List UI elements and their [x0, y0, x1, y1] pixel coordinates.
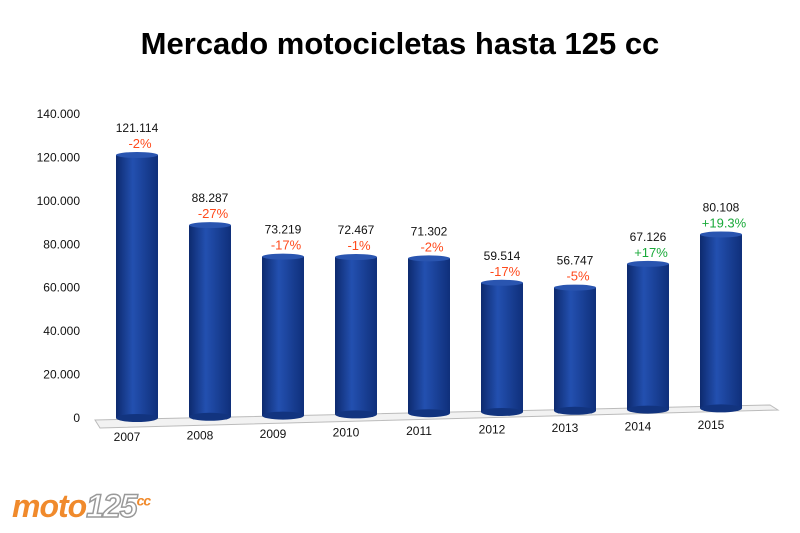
- bar-base: [554, 406, 596, 415]
- x-tick-label: 2013: [552, 421, 579, 435]
- bar: [116, 155, 158, 419]
- value-label: 67.126: [630, 230, 667, 244]
- bar-base: [116, 414, 158, 422]
- chart-title: Mercado motocicletas hasta 125 cc: [140, 26, 660, 61]
- change-label: +17%: [634, 245, 668, 260]
- value-label: 72.467: [338, 223, 375, 237]
- change-label: -17%: [490, 264, 521, 279]
- change-label: -27%: [198, 206, 229, 221]
- value-label: 59.514: [484, 249, 521, 263]
- bar-chart: 0 20.000 40.000 60.000 80.000 100.000 120.000 1…: [37, 107, 780, 444]
- x-tick-label: 2007: [114, 430, 141, 444]
- value-label: 73.219: [265, 223, 302, 237]
- y-tick-label: 80.000: [43, 237, 80, 251]
- bar-top: [408, 255, 450, 262]
- x-tick-label: 2012: [479, 423, 506, 437]
- x-tick-label: 2010: [333, 426, 360, 440]
- bar-base: [700, 404, 742, 413]
- bar-base: [262, 411, 304, 420]
- bar: [408, 258, 450, 414]
- x-tick-label: 2014: [625, 420, 652, 434]
- y-tick-label: 0: [73, 411, 80, 425]
- bar: [627, 263, 669, 410]
- bar-top: [554, 284, 596, 291]
- change-label: -1%: [347, 238, 371, 253]
- bar-top: [335, 254, 377, 261]
- bar: [335, 257, 377, 415]
- y-tick-label: 140.000: [37, 107, 81, 121]
- y-tick-label: 120.000: [37, 150, 81, 164]
- value-label: 88.287: [192, 191, 229, 205]
- change-label: -17%: [271, 238, 302, 253]
- bar-top: [481, 279, 523, 286]
- x-tick-label: 2008: [187, 429, 214, 443]
- bar-base: [335, 410, 377, 419]
- x-tick-label: 2015: [698, 418, 725, 432]
- bar-base: [481, 408, 523, 416]
- x-tick-label: 2009: [260, 427, 287, 441]
- value-label: 71.302: [411, 224, 448, 238]
- bar: [554, 287, 596, 411]
- y-tick-label: 40.000: [43, 324, 80, 338]
- bar-top: [700, 231, 742, 238]
- value-label: 121.114: [116, 121, 159, 135]
- change-label: -5%: [566, 269, 590, 284]
- change-label: +19.3%: [702, 215, 747, 230]
- change-label: -2%: [420, 239, 444, 254]
- bar: [700, 234, 742, 409]
- value-label: 80.108: [703, 200, 740, 214]
- value-label: 56.747: [557, 254, 594, 268]
- bar-top: [627, 260, 669, 267]
- y-tick-label: 100.000: [37, 194, 81, 208]
- bar-top: [262, 253, 304, 260]
- y-tick-label: 60.000: [43, 281, 80, 295]
- moto125-logo: moto125cc: [12, 487, 151, 525]
- bar: [189, 225, 231, 417]
- bar-top: [116, 152, 158, 159]
- bar: [481, 282, 523, 412]
- bar-top: [189, 222, 231, 229]
- change-label: -2%: [128, 136, 152, 151]
- x-tick-label: 2011: [406, 424, 432, 438]
- y-tick-label: 20.000: [43, 368, 80, 382]
- bar-base: [189, 412, 231, 421]
- bar: [262, 256, 304, 416]
- bar-base: [408, 409, 450, 418]
- bar-base: [627, 405, 669, 414]
